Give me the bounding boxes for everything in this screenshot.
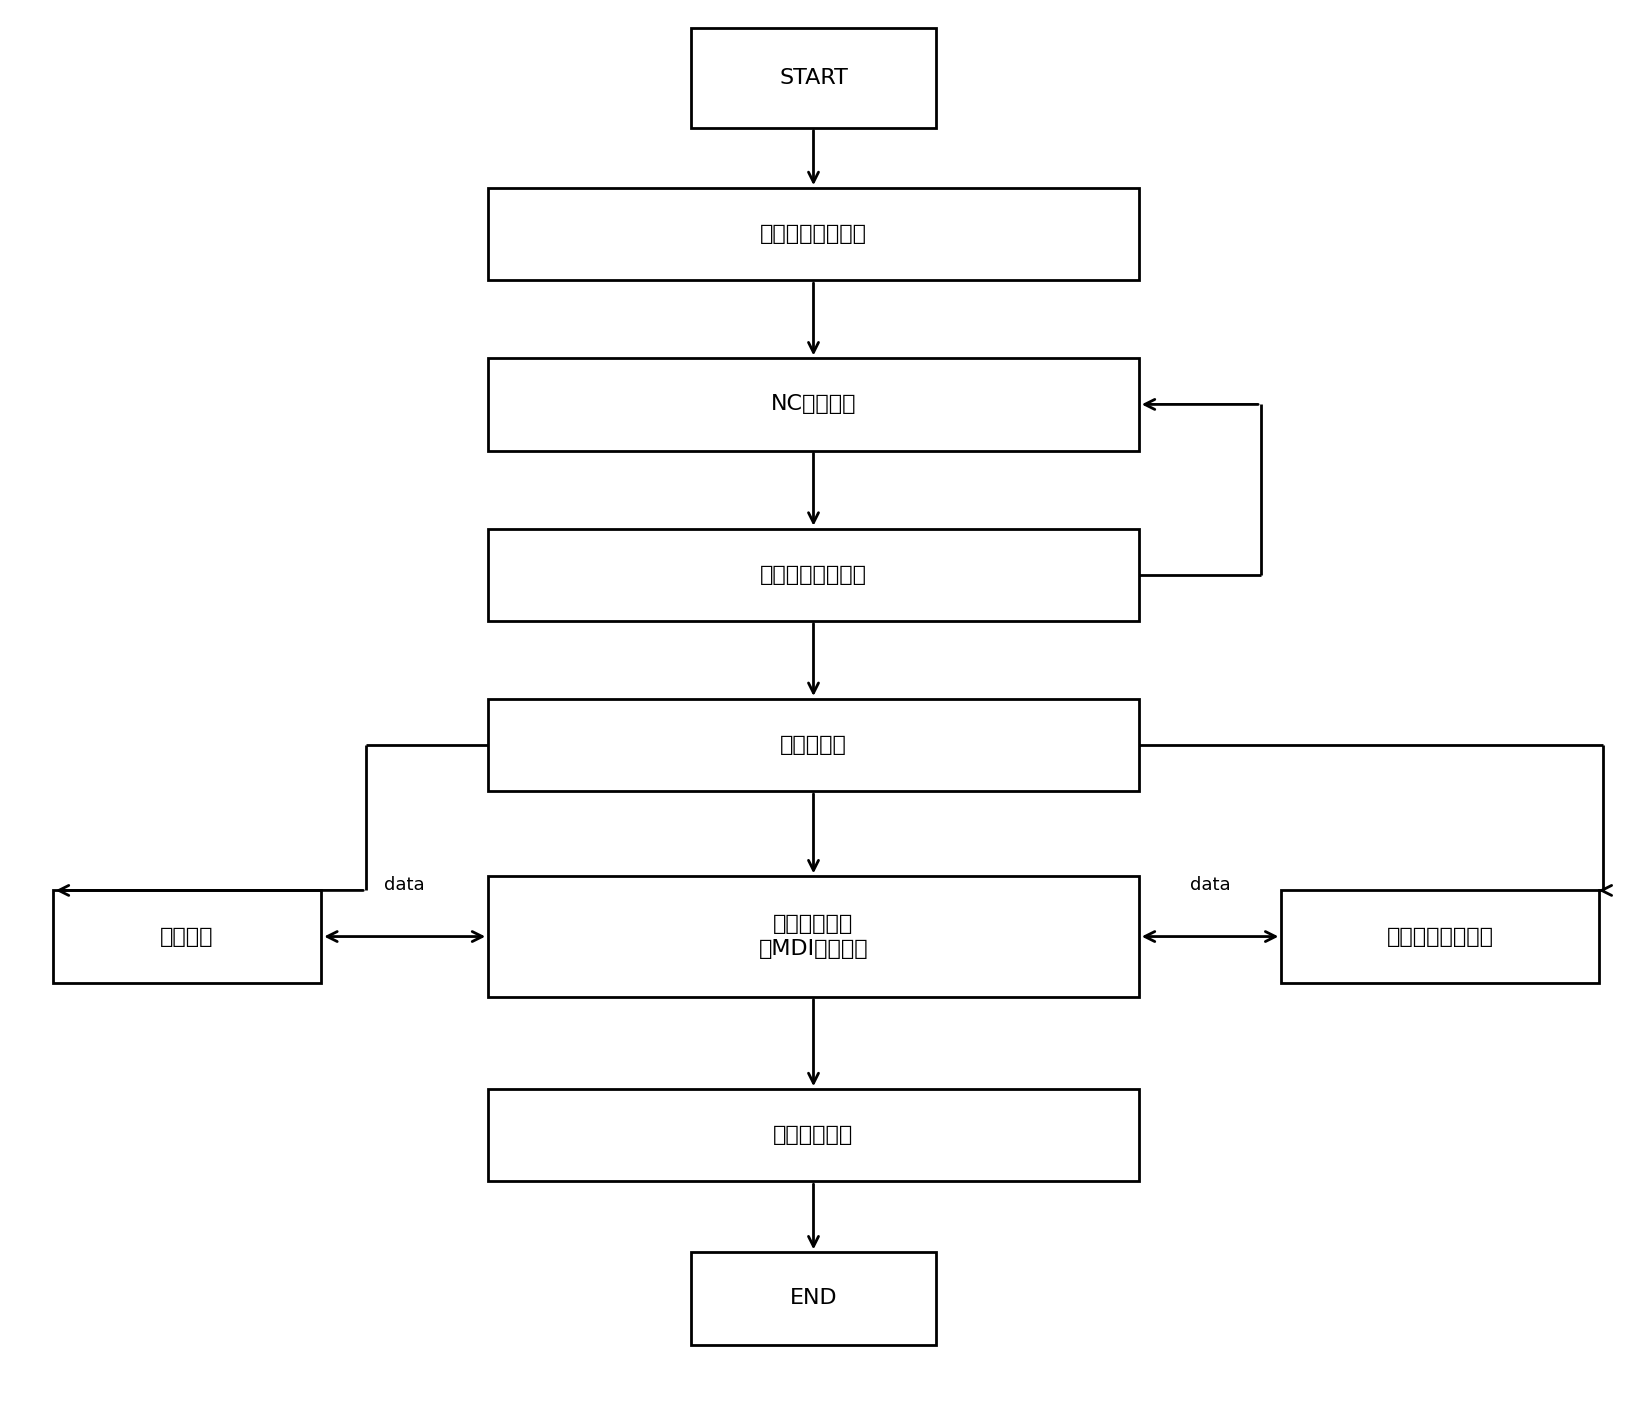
Bar bbox=[691, 28, 936, 128]
Bar bbox=[488, 189, 1139, 281]
Text: data: data bbox=[1189, 876, 1230, 894]
Text: 拉弯数据处理: 拉弯数据处理 bbox=[773, 1125, 854, 1145]
Text: 工艺智能生成模块: 工艺智能生成模块 bbox=[760, 224, 867, 244]
Bar bbox=[52, 891, 322, 982]
Text: END: END bbox=[789, 1288, 838, 1308]
Text: 拉弯过程离线仿真: 拉弯过程离线仿真 bbox=[760, 565, 867, 585]
Bar bbox=[488, 876, 1139, 996]
Text: START: START bbox=[779, 68, 848, 88]
Bar bbox=[488, 529, 1139, 622]
Text: 拉弯过程在线仿真: 拉弯过程在线仿真 bbox=[1386, 927, 1494, 946]
Text: data: data bbox=[384, 876, 425, 894]
Bar bbox=[488, 698, 1139, 790]
Bar bbox=[488, 1090, 1139, 1181]
Bar bbox=[691, 1252, 936, 1345]
Text: 拉弯过程控制
（MDI、自动）: 拉弯过程控制 （MDI、自动） bbox=[758, 914, 869, 959]
Text: NC程序编制: NC程序编制 bbox=[771, 394, 856, 414]
Text: 设备初始化: 设备初始化 bbox=[779, 735, 848, 755]
Bar bbox=[488, 358, 1139, 451]
Text: 拉弯诊断: 拉弯诊断 bbox=[161, 927, 213, 946]
Bar bbox=[1282, 891, 1598, 982]
